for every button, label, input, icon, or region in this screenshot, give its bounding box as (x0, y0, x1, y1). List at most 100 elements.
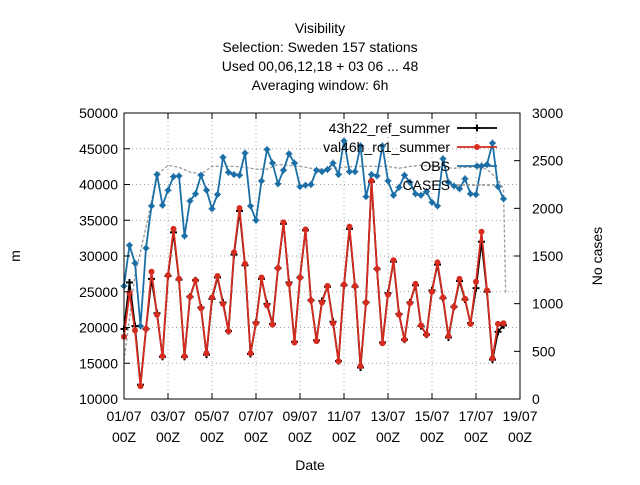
point-circle (214, 273, 221, 280)
x-tick-label-hour: 00Z (288, 429, 313, 445)
point-star (285, 150, 293, 158)
x-axis: 01/07 00Z 03/07 00Z 05/07 00Z 07/07 00Z 09/07 00Z… (106, 113, 538, 445)
point-circle (192, 277, 199, 284)
y-tick-label: 40000 (79, 177, 118, 193)
point-circle (297, 274, 303, 281)
series-OBS (120, 137, 507, 330)
point-plus (126, 278, 133, 286)
legend-entry: val46h_rc1_summer (323, 139, 497, 155)
point-star (445, 178, 452, 186)
point-circle (165, 272, 171, 279)
point-star (346, 168, 353, 176)
point-circle (335, 358, 342, 365)
point-star (473, 162, 481, 170)
point-circle (385, 291, 391, 298)
point-star (131, 259, 139, 267)
x-tick-label-hour: 00Z (420, 429, 445, 445)
point-circle (456, 275, 463, 282)
x-tick-label-date: 01/07 (106, 408, 141, 424)
legend-label: 43h22_ref_summer (329, 120, 451, 136)
point-star (252, 216, 260, 224)
point-circle (220, 300, 226, 307)
point-star (203, 186, 210, 194)
y-tick-label: 15000 (79, 355, 118, 371)
x-tick-label-date: 07/07 (238, 408, 273, 424)
x-tick-label-hour: 00Z (112, 429, 137, 445)
y-axis: 10000 15000 20000 25000 30000 35000 40000 45000… (79, 105, 130, 407)
title-line: Selection: Sweden 157 stations (222, 39, 417, 55)
x-tick-label-hour: 00Z (376, 429, 401, 445)
point-star (379, 142, 386, 150)
point-star (500, 195, 507, 203)
point-star (126, 241, 133, 249)
point-star (186, 197, 194, 205)
point-circle (445, 333, 452, 340)
y2-axis: 0 500 1000 1500 2000 2500 3000 (514, 105, 563, 407)
point-circle (484, 287, 490, 294)
point-star (296, 183, 304, 191)
point-star (357, 142, 364, 150)
point-star (461, 175, 469, 183)
y2-tick-label: 2000 (532, 200, 563, 216)
series-line (123, 181, 505, 385)
point-star (263, 145, 271, 153)
point-circle (148, 268, 155, 275)
point-circle (154, 311, 160, 318)
title-line: Averaging window: 6h (252, 77, 389, 93)
x-tick-label-date: 13/07 (370, 408, 405, 424)
point-star (494, 183, 502, 191)
point-circle (209, 294, 215, 301)
point-star (368, 170, 375, 178)
x-tick-label-hour: 00Z (156, 429, 181, 445)
legend-label: val46h_rc1_summer (323, 139, 450, 155)
x-tick-label-hour: 00Z (332, 429, 357, 445)
point-circle (198, 305, 204, 312)
point-star (417, 191, 425, 199)
point-star (274, 180, 282, 188)
point-star (280, 166, 287, 174)
point-circle (313, 338, 320, 345)
y2-tick-label: 0 (532, 391, 540, 407)
point-circle (407, 300, 413, 307)
x-tick-label-date: 03/07 (150, 408, 185, 424)
x-tick-label-date: 09/07 (282, 408, 317, 424)
y2-tick-label: 3000 (532, 105, 563, 121)
point-circle (478, 228, 485, 235)
point-circle (390, 257, 397, 264)
legend: 43h22_ref_summer val46h_rc1_summer OBS CASE… (323, 120, 497, 193)
point-star (456, 185, 463, 193)
legend-label: CASES (403, 177, 450, 193)
legend-label: OBS (420, 158, 450, 174)
point-circle (324, 283, 331, 290)
point-star (423, 188, 430, 196)
point-star (395, 183, 403, 191)
x-tick-label-hour: 00Z (244, 429, 269, 445)
series-layer (120, 137, 507, 390)
point-circle (258, 274, 265, 281)
point-star (164, 186, 172, 194)
point-star (373, 172, 381, 180)
point-circle (412, 280, 419, 287)
y2-tick-label: 1500 (532, 248, 563, 264)
x-tick-label-date: 11/07 (327, 408, 361, 424)
point-star (269, 159, 276, 167)
x-tick-label-date: 19/07 (502, 408, 537, 424)
point-star (401, 171, 408, 179)
point-circle (187, 293, 193, 300)
point-star (170, 173, 177, 181)
point-star (307, 181, 315, 188)
point-star (384, 177, 392, 185)
x-tick-label-date: 15/07 (414, 408, 449, 424)
point-star (340, 137, 348, 145)
point-circle (363, 299, 369, 306)
point-star (406, 178, 414, 186)
y-tick-label: 45000 (79, 141, 118, 157)
point-circle (495, 320, 501, 327)
x-axis-label: Date (295, 457, 325, 473)
title-line: Used 00,06,12,18 + 03 06 ... 48 (222, 58, 419, 74)
point-circle (473, 278, 479, 285)
point-circle (401, 336, 408, 343)
point-circle (291, 339, 298, 346)
point-circle (418, 322, 424, 329)
